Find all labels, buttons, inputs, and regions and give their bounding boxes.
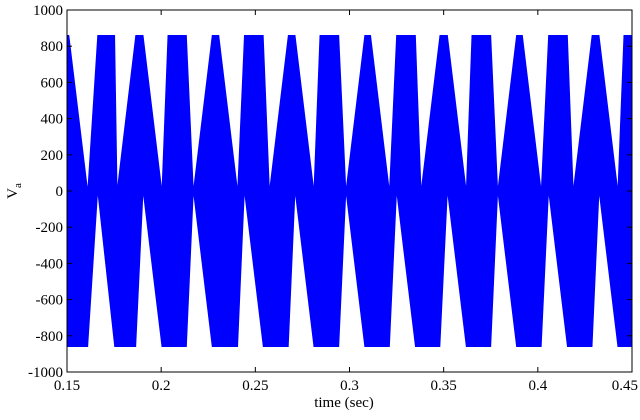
y-tick-label: 600 <box>41 75 64 91</box>
y-tick-label: 800 <box>41 39 64 55</box>
series-line-0 <box>66 34 633 348</box>
x-tick-label: 0.15 <box>54 378 80 394</box>
y-tick-label: -200 <box>36 220 64 236</box>
y-axis-label-text: Va <box>5 183 24 199</box>
y-tick-label: 400 <box>41 112 64 128</box>
x-tick-label: 0.45 <box>612 378 638 394</box>
tick-marks <box>66 9 633 373</box>
plot-area <box>66 34 633 348</box>
y-axis-label-main: V <box>5 188 21 199</box>
x-tick-label: 0.4 <box>528 378 547 394</box>
y-tick-label: 0 <box>56 184 64 200</box>
y-axis-label: Va <box>5 183 24 199</box>
y-tick-label: -400 <box>36 256 64 272</box>
y-tick-label: 1000 <box>33 3 63 19</box>
y-axis-label-subscript: a <box>12 183 24 188</box>
y-tick-label: -800 <box>36 329 64 345</box>
y-tick-label: -1000 <box>28 365 63 381</box>
x-tick-labels: 0.15 0.2 0.25 0.3 0.35 0.4 0.45 <box>54 378 638 394</box>
y-tick-label: 200 <box>41 148 64 164</box>
y-tick-labels: 1000 800 600 400 200 0 -200 -400 -600 -800 -1000 <box>28 3 63 381</box>
x-tick-label: 0.2 <box>152 378 171 394</box>
x-tick-label: 0.25 <box>242 378 268 394</box>
y-tick-label: -600 <box>36 293 64 309</box>
x-tick-label: 0.35 <box>431 378 457 394</box>
x-tick-label: 0.3 <box>340 378 359 394</box>
x-axis-label: time (sec) <box>314 395 374 411</box>
